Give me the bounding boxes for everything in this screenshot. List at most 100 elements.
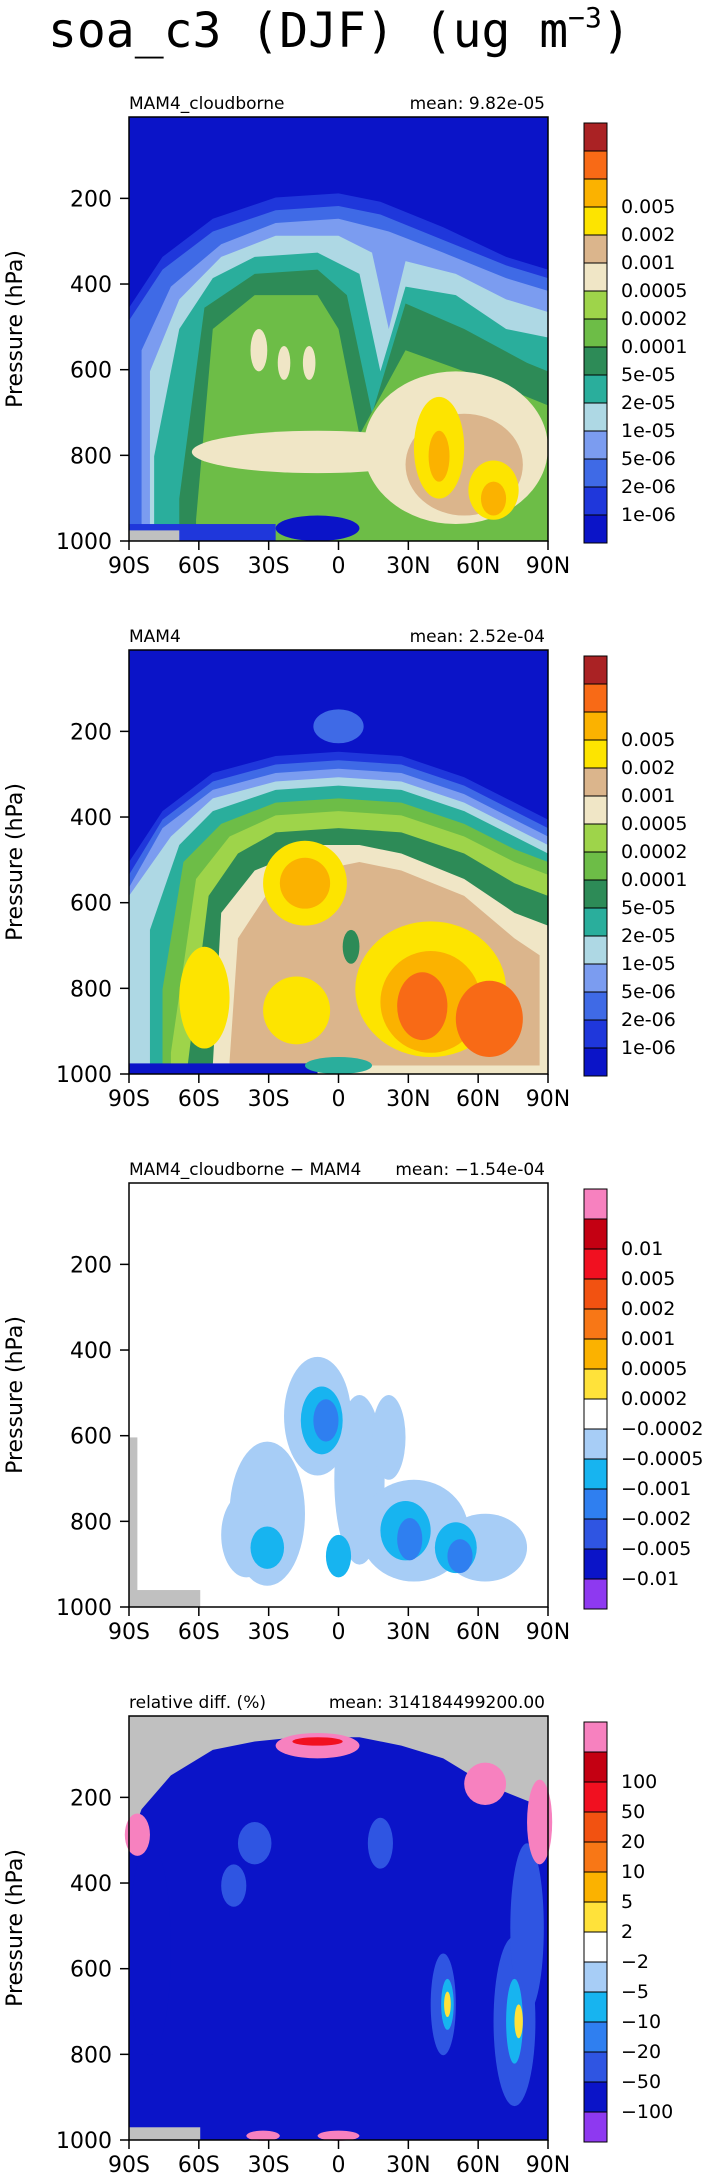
colorbar-swatch	[583, 1368, 608, 1400]
contour-region	[129, 1843, 171, 2056]
colorbar-swatch	[583, 178, 608, 208]
colorbar-label: 0.001	[621, 1328, 675, 1350]
colorbar-swatch	[583, 1721, 608, 1753]
colorbar-swatch	[583, 234, 608, 264]
y-tick-label: 400	[70, 273, 112, 298]
x-tick-label: 90N	[526, 554, 570, 579]
colorbar-swatch	[583, 1338, 608, 1370]
x-tick-label: 90N	[526, 1087, 570, 1112]
panel-title-right: mean: 314184499200.00	[329, 1693, 545, 1713]
x-tick-label: 90S	[108, 1620, 150, 1645]
contour-region	[129, 1063, 318, 1074]
colorbar-swatch	[583, 711, 608, 741]
contour-region	[250, 329, 268, 372]
colorbar-swatch	[583, 963, 608, 993]
contour-region	[444, 1991, 451, 2018]
colorbar-swatch	[583, 739, 608, 769]
colorbar-label: −10	[621, 2011, 661, 2033]
contour-region	[246, 2130, 280, 2141]
colorbar-label: 0.0005	[621, 280, 687, 302]
colorbar-swatch	[583, 2111, 608, 2143]
x-tick-label: 60N	[456, 2153, 500, 2175]
contour-region	[428, 430, 450, 482]
contour-region	[480, 481, 507, 516]
y-tick-label: 200	[70, 720, 112, 745]
colorbar-swatch	[583, 262, 608, 292]
y-tick-label: 1000	[56, 1596, 112, 1621]
x-tick-label: 60S	[178, 1620, 220, 1645]
colorbar-swatch	[583, 150, 608, 180]
colorbar-swatch	[583, 122, 608, 152]
colorbar-label: −20	[621, 2041, 661, 2063]
missing-data-region	[129, 2127, 201, 2140]
x-tick-label: 30N	[386, 2153, 430, 2175]
colorbar-label: 0.0001	[621, 869, 687, 891]
colorbar-label: 0.01	[621, 1238, 663, 1260]
colorbar-label: 10	[621, 1861, 645, 1883]
colorbar-swatch	[583, 346, 608, 376]
colorbar-swatch	[583, 430, 608, 460]
colorbar-label: 2e-05	[621, 925, 676, 947]
colorbar-label: −0.001	[621, 1478, 691, 1500]
colorbar-label: −0.01	[621, 1568, 679, 1590]
colorbar-swatch	[583, 318, 608, 348]
chart-panel-4: 90S 60S 30S 0 30N 60N 90N 200 400 600 800 1000 Press…	[3, 1693, 673, 2175]
contour-region	[302, 345, 316, 380]
panel-title-left: relative diff. (%)	[129, 1693, 266, 1713]
y-tick-label: 800	[70, 444, 112, 469]
panel-title-left: MAM4_cloudborne − MAM4	[129, 1160, 361, 1180]
colorbar-swatch	[583, 823, 608, 853]
y-axis-label: Pressure (hPa)	[3, 1849, 28, 2007]
x-tick-label: 60N	[456, 1087, 500, 1112]
chart-panel-2: 90S 60S 30S 0 30N 60N 90N 200 400 600 800 1000 Press…	[3, 627, 687, 1112]
x-tick-label: 90S	[108, 554, 150, 579]
colorbar-label: 5	[621, 1891, 633, 1913]
colorbar-swatch	[583, 1248, 608, 1280]
y-tick-label: 1000	[56, 2129, 112, 2154]
colorbar-swatch	[583, 1047, 608, 1077]
contour-region	[279, 857, 331, 909]
figure-title: soa_c3 (DJF) (ug m−3)	[48, 1, 631, 59]
contour-region	[317, 2130, 360, 2141]
colorbar-label: 0.001	[621, 252, 675, 274]
x-tick-label: 30S	[248, 1087, 290, 1112]
y-tick-label: 600	[70, 1425, 112, 1450]
colorbar-swatch	[583, 1931, 608, 1963]
contour-region	[397, 1517, 423, 1561]
y-tick-label: 800	[70, 2043, 112, 2068]
x-tick-label: 90S	[108, 1087, 150, 1112]
colorbar-label: 2e-05	[621, 392, 676, 414]
colorbar-swatch	[583, 907, 608, 937]
x-tick-label: 60N	[456, 554, 500, 579]
colorbar-label: 0.002	[621, 224, 675, 246]
colorbar-swatch	[583, 486, 608, 516]
colorbar-label: 0.001	[621, 785, 675, 807]
y-axis-label: Pressure (hPa)	[3, 783, 28, 941]
colorbar-label: 0.0005	[621, 813, 687, 835]
panel-title-right: mean: 9.82e-05	[410, 94, 545, 114]
y-tick-label: 400	[70, 806, 112, 831]
colorbar-label: 0.0001	[621, 336, 687, 358]
x-tick-label: 60S	[178, 554, 220, 579]
colorbar-label: −0.005	[621, 1538, 691, 1560]
x-tick-label: 0	[332, 1620, 346, 1645]
colorbar-label: 50	[621, 1801, 645, 1823]
y-axis-label: Pressure (hPa)	[3, 250, 28, 408]
colorbar-swatch	[583, 458, 608, 488]
colorbar-swatch	[583, 1019, 608, 1049]
x-tick-label: 30S	[248, 1620, 290, 1645]
colorbar-swatch	[583, 1308, 608, 1340]
colorbar-swatch	[583, 374, 608, 404]
x-tick-label: 60N	[456, 1620, 500, 1645]
colorbar-swatch	[583, 514, 608, 544]
x-tick-label: 30N	[386, 1087, 430, 1112]
y-tick-label: 800	[70, 977, 112, 1002]
colorbar-label: 20	[621, 1831, 645, 1853]
contour-region	[455, 980, 523, 1058]
colorbar-label: 0.005	[621, 729, 675, 751]
colorbar-label: 1e-06	[621, 504, 676, 526]
colorbar-label: 1e-05	[621, 953, 676, 975]
panel-title-right: mean: 2.52e-04	[410, 627, 545, 647]
missing-data-region	[129, 530, 180, 541]
colorbar-swatch	[583, 2081, 608, 2113]
